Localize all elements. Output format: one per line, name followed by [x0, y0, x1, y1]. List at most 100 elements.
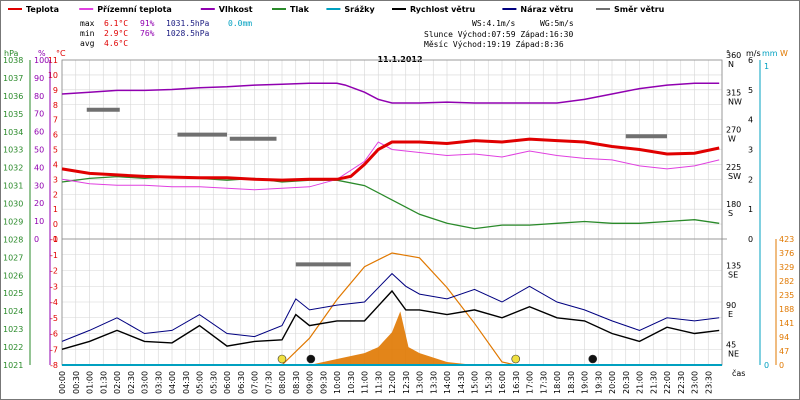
sun-times: Slunce Východ:07:59 Západ:16:30 — [424, 30, 573, 39]
tick-time: 09:00 — [306, 371, 315, 394]
series-ground-temp-line — [61, 141, 720, 191]
tick-pct: 30 — [34, 181, 44, 190]
tick-hpa: 1023 — [3, 325, 23, 334]
tick-deg-bottom: -4 — [50, 298, 58, 307]
axis-label-deg: °C — [56, 49, 66, 58]
tick-hpa: 1032 — [3, 164, 23, 173]
tick-deg-bottom: -7 — [50, 345, 58, 354]
tick-time: 20:30 — [622, 371, 631, 394]
tick-hpa: 1038 — [3, 56, 23, 65]
tick-deg-top: 11 — [48, 56, 58, 65]
tick-time: 18:00 — [553, 371, 562, 394]
tick-deg-top: 0 — [53, 220, 58, 229]
tick-pct: 10 — [34, 217, 44, 226]
tick-dir-compass-bottom: NE — [728, 349, 739, 358]
tick-time: 19:00 — [581, 371, 590, 394]
tick-hpa: 1031 — [3, 182, 23, 191]
tick-hpa: 1035 — [3, 110, 23, 119]
tick-deg-top: 10 — [48, 71, 58, 80]
tick-time: 14:00 — [443, 371, 452, 394]
sunrise-marker — [277, 354, 287, 364]
tick-deg-top: 3 — [53, 175, 58, 184]
tick-time: 00:00 — [58, 371, 67, 394]
tick-dir-deg: 225 — [726, 163, 741, 172]
legend-label-1: Přízemní teplota — [97, 5, 172, 14]
tick-time: 10:00 — [333, 371, 342, 394]
tick-time: 11:30 — [374, 371, 383, 394]
tick-dir-deg: 180 — [726, 200, 741, 209]
sunset-marker — [511, 354, 521, 364]
tick-time: 22:30 — [677, 371, 686, 394]
tick-ms: 4 — [748, 116, 753, 125]
tick-time: 12:00 — [388, 371, 397, 394]
tick-time: 20:00 — [608, 371, 617, 394]
axis-label-pct: % — [38, 49, 46, 58]
wind-speed-stat: WS:4.1m/s — [472, 19, 516, 28]
tick-hpa: 1034 — [3, 128, 23, 137]
tick-ms: 6 — [748, 56, 753, 65]
tick-deg-bottom: -3 — [50, 282, 58, 291]
legend-label-2: Vlhkost — [219, 5, 253, 14]
tick-time: 08:30 — [292, 371, 301, 394]
tick-dir-compass: W — [728, 135, 736, 144]
tick-time: 04:00 — [168, 371, 177, 394]
stat-value-0-1: 91% — [140, 19, 155, 28]
tick-hpa: 1037 — [3, 74, 23, 83]
tick-time: 06:30 — [237, 371, 246, 394]
tick-time: 07:30 — [264, 371, 273, 394]
stat-value-1-2: 1028.5hPa — [166, 29, 210, 38]
tick-time: 17:00 — [526, 371, 535, 394]
tick-wm2: 235 — [779, 291, 794, 300]
legend-label-5: Rychlost větru — [410, 4, 475, 14]
stat-label-2: avg — [80, 39, 95, 48]
tick-dir-deg-bottom: 90 — [726, 301, 736, 310]
axis-label-time: čas — [732, 368, 745, 378]
tick-time: 21:30 — [649, 371, 658, 394]
tick-time: 23:00 — [691, 371, 700, 394]
tick-deg-bottom: 0 — [53, 235, 58, 244]
axis-label-dir: ° — [726, 49, 730, 58]
tick-hpa: 1027 — [3, 253, 23, 262]
tick-time: 08:00 — [278, 371, 287, 394]
tick-hpa: 1029 — [3, 217, 23, 226]
tick-mm: 0 — [764, 361, 769, 370]
tick-deg-bottom: -6 — [50, 330, 58, 339]
stat-label-1: min — [80, 29, 95, 38]
tick-time: 15:30 — [484, 371, 493, 394]
tick-time: 12:30 — [402, 371, 411, 394]
tick-wm2: 329 — [779, 263, 794, 272]
tick-dir-compass: N — [728, 60, 734, 69]
tick-time: 23:30 — [704, 371, 713, 394]
wind-gust-stat: WG:5m/s — [540, 19, 574, 28]
stat-value-0-3: 0.0mm — [228, 19, 252, 28]
tick-hpa: 1024 — [3, 307, 23, 316]
series-solar-line — [281, 252, 516, 366]
tick-mm: 1 — [764, 62, 769, 71]
stat-value-0-0: 6.1°C — [104, 19, 128, 28]
tick-deg-top: 1 — [53, 205, 58, 214]
moonset-marker — [306, 354, 316, 364]
series-gust-line — [61, 272, 720, 342]
tick-pct: 100 — [34, 56, 49, 65]
axis-label-w: W — [780, 49, 788, 58]
axis-label-hpa: hPa — [4, 49, 19, 58]
tick-deg-top: 2 — [53, 190, 58, 199]
axis-label-ms: m/s — [746, 49, 761, 58]
stat-label-0: max — [80, 19, 95, 28]
tick-ms: 2 — [748, 175, 753, 184]
tick-wm2: 0 — [779, 361, 784, 370]
tick-hpa: 1030 — [3, 200, 23, 209]
tick-dir-compass-bottom: E — [728, 310, 733, 319]
tick-time: 21:00 — [636, 371, 645, 394]
tick-deg-bottom: -5 — [50, 314, 58, 323]
tick-pct: 20 — [34, 199, 44, 208]
tick-hpa: 1028 — [3, 235, 23, 244]
tick-time: 13:00 — [416, 371, 425, 394]
tick-pct: 50 — [34, 146, 44, 155]
tick-dir-deg: 315 — [726, 88, 741, 97]
tick-time: 22:00 — [663, 371, 672, 394]
tick-deg-top: 9 — [53, 86, 58, 95]
tick-dir-deg: 360 — [726, 51, 741, 60]
legend-label-4: Srážky — [344, 5, 375, 14]
tick-time: 02:00 — [113, 371, 122, 394]
